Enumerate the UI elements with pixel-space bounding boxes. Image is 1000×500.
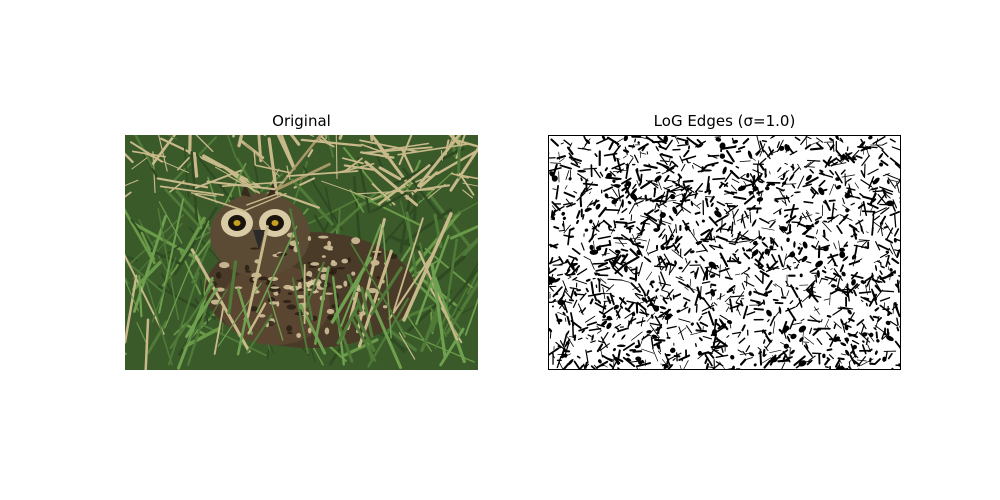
original-title: Original: [272, 112, 331, 130]
log-edges-title: LoG Edges (σ=1.0): [653, 112, 796, 130]
log-edge-map: [549, 136, 900, 369]
original-image-panel: [125, 135, 478, 370]
log-edges-panel: [548, 135, 901, 370]
original-owl-image: [125, 135, 478, 370]
